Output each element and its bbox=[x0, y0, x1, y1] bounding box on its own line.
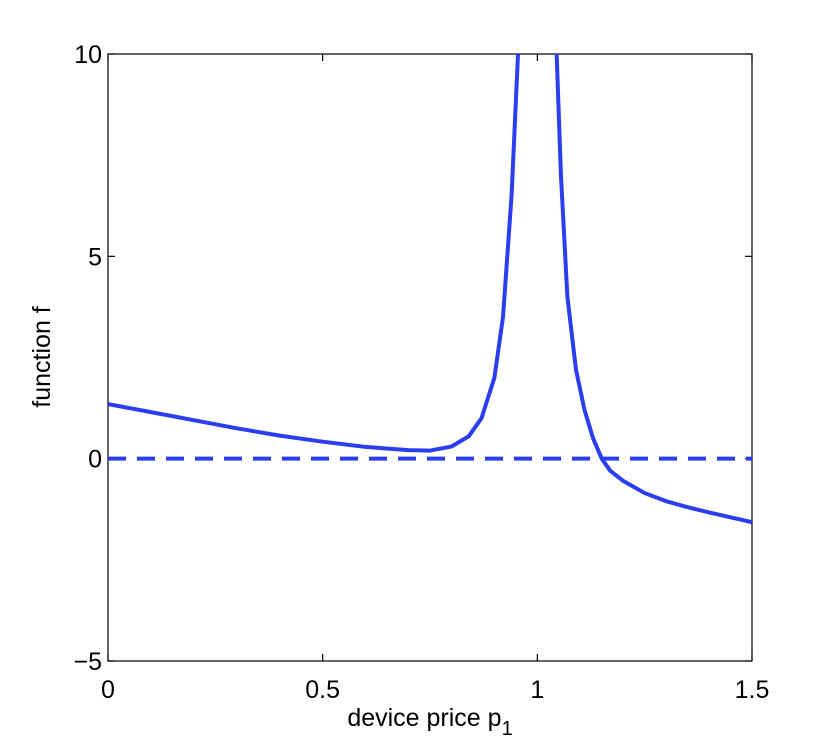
x-tick-label: 0.5 bbox=[305, 676, 340, 704]
x-axis-label-subscript: 1 bbox=[502, 718, 513, 740]
plot-area bbox=[107, 53, 753, 662]
y-tick-label: 5 bbox=[88, 243, 102, 271]
y-tick-label: 10 bbox=[74, 41, 102, 69]
series-group bbox=[108, 54, 752, 525]
y-tick-label: −5 bbox=[73, 648, 102, 676]
x-tick-label: 1 bbox=[530, 676, 544, 704]
y-tick-label: 0 bbox=[88, 446, 102, 474]
y-axis-label: function f bbox=[28, 306, 56, 408]
function-curve-1 bbox=[108, 54, 521, 453]
x-axis-label-main: device price p bbox=[347, 704, 501, 732]
function-curve-2 bbox=[554, 54, 752, 525]
x-tick-label: 1.5 bbox=[735, 676, 770, 704]
x-axis-label: device price p1 bbox=[347, 704, 512, 740]
x-tick-label: 0 bbox=[101, 676, 115, 704]
